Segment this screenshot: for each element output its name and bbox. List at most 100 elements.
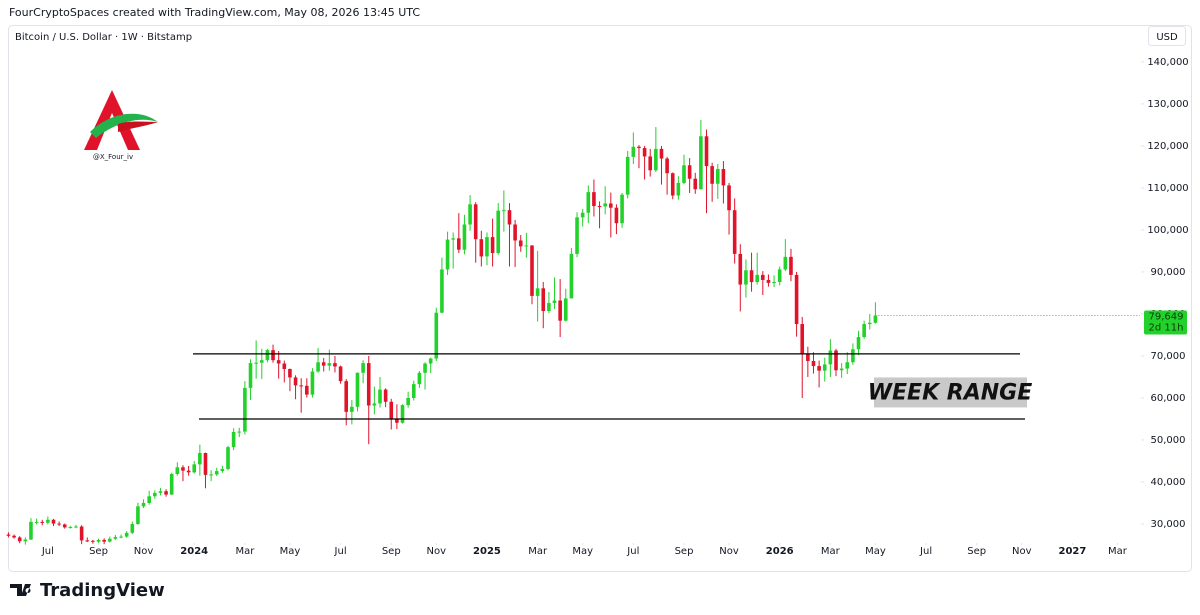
header-text: FourCryptoSpaces created with TradingVie… [9, 6, 420, 19]
candle-body [46, 519, 50, 523]
x-tick-label: Nov [427, 546, 447, 557]
x-tick-label: May [572, 546, 593, 557]
candle-body [654, 148, 658, 171]
candle-body [727, 185, 731, 211]
logo-swoosh-red [118, 121, 158, 132]
candle-body [856, 337, 861, 350]
candle-body [761, 274, 765, 280]
candle-body [524, 245, 529, 247]
candle-body [62, 524, 67, 528]
x-tick-label: 2027 [1059, 546, 1087, 557]
candle-body [862, 324, 866, 338]
candle-body [552, 300, 557, 304]
candle-body [423, 363, 427, 373]
candle-body [468, 204, 472, 225]
y-tick-label: 100,000 [1147, 225, 1188, 236]
candle-body [316, 362, 320, 372]
candle-body [682, 165, 686, 183]
x-tick-label: Mar [821, 546, 841, 557]
candle-body [226, 447, 230, 469]
candle-body [372, 403, 377, 406]
x-tick-label: 2024 [180, 546, 208, 557]
candle-body [282, 363, 287, 369]
countdown-label: 2d 11h [1149, 322, 1184, 333]
candle-body [299, 385, 303, 387]
x-tick-label: Sep [89, 546, 108, 557]
candle-body [327, 363, 332, 366]
candle-body [592, 192, 596, 207]
x-tick-label: Jul [41, 546, 54, 557]
candle-body [74, 526, 78, 528]
currency-box[interactable] [1148, 26, 1186, 46]
candle-body [845, 362, 850, 369]
candle-body [800, 324, 805, 354]
candle-body [817, 366, 821, 371]
candle-body [575, 217, 579, 254]
x-tick-label: Jul [626, 546, 639, 557]
candle-body [732, 210, 737, 254]
candles [6, 119, 878, 545]
candle-body [625, 156, 630, 195]
candle-body [541, 288, 546, 312]
last-price-badge [1144, 310, 1187, 335]
candle-body [141, 502, 146, 507]
candle-body [91, 540, 95, 542]
candle-body [344, 381, 349, 412]
brand-name: TradingView [40, 580, 165, 601]
candle-body [214, 471, 219, 475]
y-tick-label: 140,000 [1147, 57, 1188, 68]
candle-body [192, 464, 197, 473]
candle-body [124, 532, 129, 537]
x-tick-label: Mar [1108, 546, 1128, 557]
candle-body [586, 192, 591, 213]
candle-body [96, 539, 101, 542]
candle-body [29, 521, 33, 540]
y-tick-label: 60,000 [1151, 393, 1186, 404]
candle-body [473, 204, 478, 240]
candle-body [794, 274, 799, 325]
candle-body [457, 238, 461, 250]
candle-body [130, 523, 135, 533]
candle-body [6, 534, 11, 536]
candle-body [822, 364, 827, 371]
candle-body [609, 203, 613, 208]
candle-body [811, 361, 816, 367]
candle-body [440, 269, 444, 313]
candle-body [175, 467, 180, 475]
candle-body [704, 136, 709, 167]
candle-body [395, 418, 399, 423]
candle-body [119, 536, 123, 538]
candle-body [361, 363, 365, 373]
x-tick-label: May [280, 546, 301, 557]
candle-body [479, 239, 484, 257]
candle-body [597, 206, 602, 208]
x-tick-label: 2025 [473, 546, 501, 557]
candle-body [400, 405, 405, 423]
candle-body [158, 491, 163, 493]
candle-body [806, 353, 810, 362]
candle-body [12, 535, 16, 538]
candle-body [755, 274, 759, 283]
candle-body [203, 453, 208, 475]
x-tick-label: Mar [528, 546, 548, 557]
y-tick-label: 90,000 [1151, 267, 1186, 278]
candle-body [310, 371, 315, 395]
y-tick-label: 70,000 [1151, 351, 1186, 362]
x-tick-label: Jul [334, 546, 347, 557]
candle-body [169, 474, 174, 495]
currency-label[interactable]: USD [1156, 32, 1178, 43]
candle-body [670, 173, 675, 196]
x-tick-label: Nov [134, 546, 154, 557]
candle-body [451, 238, 455, 240]
candle-body [445, 239, 450, 270]
candle-body [721, 169, 726, 186]
x-tick-label: Jul [919, 546, 932, 557]
candle-body [288, 368, 292, 378]
candle-body [535, 288, 540, 296]
candle-body [243, 387, 247, 432]
candle-body [834, 350, 838, 371]
candle-body [406, 397, 410, 406]
candle-body [417, 372, 422, 385]
